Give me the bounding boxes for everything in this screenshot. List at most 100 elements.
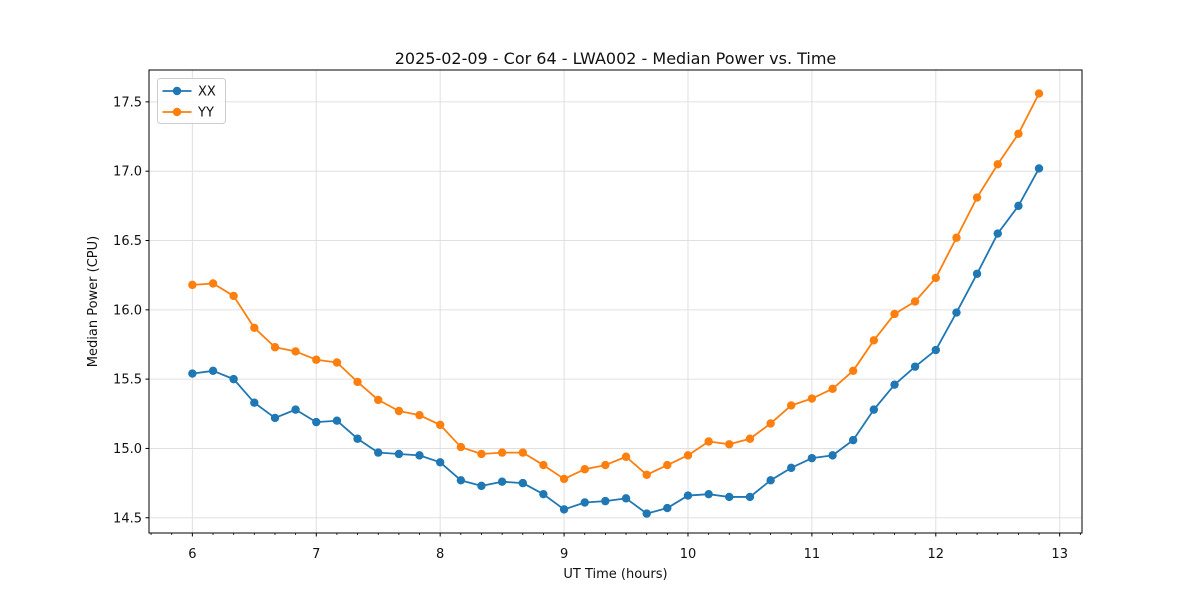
chart-title: 2025-02-09 - Cor 64 - LWA002 - Median Po… — [395, 49, 837, 68]
data-point-xx — [807, 453, 817, 463]
legend: XX YY — [157, 78, 226, 124]
data-point-xx — [435, 458, 445, 467]
x-tick-label: 8 — [436, 547, 444, 562]
y-tick-label: 14.5 — [113, 511, 142, 526]
data-point-yy — [601, 460, 610, 470]
data-point-yy — [456, 442, 466, 452]
legend-label-yy: YY — [197, 106, 214, 121]
x-axis-label: UT Time (hours) — [563, 567, 667, 582]
y-tick-label: 16.5 — [113, 234, 142, 249]
data-point-xx — [766, 476, 775, 485]
data-point-xx — [332, 416, 342, 425]
legend-marker-xx — [172, 86, 182, 96]
data-point-xx — [374, 448, 383, 457]
data-point-xx — [642, 509, 651, 518]
data-point-yy — [1034, 89, 1044, 98]
data-point-xx — [456, 476, 466, 485]
data-point-yy — [497, 448, 507, 457]
data-point-yy — [931, 273, 940, 283]
x-tick-label: 12 — [928, 547, 945, 562]
y-tick-label: 15.0 — [113, 442, 142, 457]
legend-marker-yy — [172, 107, 182, 117]
data-point-xx — [497, 477, 507, 486]
data-point-yy — [270, 343, 280, 352]
data-point-yy — [415, 410, 424, 420]
data-point-xx — [312, 417, 321, 427]
data-point-yy — [477, 449, 486, 459]
data-point-xx — [208, 366, 218, 376]
data-point-yy — [952, 233, 961, 242]
data-point-xx — [518, 478, 528, 488]
x-tick-label: 11 — [804, 547, 821, 562]
data-point-xx — [725, 492, 734, 502]
data-point-xx — [580, 498, 589, 507]
data-point-yy — [229, 291, 238, 301]
data-point-yy — [188, 280, 197, 290]
x-tick-label: 13 — [1051, 547, 1068, 562]
data-point-yy — [683, 451, 693, 460]
data-point-yy — [353, 377, 362, 387]
data-point-xx — [704, 489, 713, 499]
y-tick-label: 15.5 — [113, 373, 142, 388]
y-tick-label: 16.0 — [113, 303, 142, 318]
data-point-yy — [786, 401, 796, 410]
data-point-xx — [890, 380, 899, 389]
x-tick-label: 10 — [680, 547, 697, 562]
data-point-yy — [312, 355, 321, 364]
data-point-yy — [642, 470, 651, 479]
x-tick-label: 9 — [560, 547, 568, 562]
axis-ticks — [145, 101, 1081, 537]
legend-item-xx: XX — [162, 85, 216, 100]
data-point-xx — [663, 503, 672, 513]
data-point-yy — [725, 440, 734, 449]
data-point-xx — [415, 451, 424, 460]
data-point-xx — [1034, 164, 1044, 173]
data-point-xx — [477, 481, 486, 491]
data-point-xx — [828, 451, 837, 460]
data-point-yy — [621, 452, 631, 461]
plot-area — [149, 70, 1082, 533]
data-point-yy — [828, 384, 837, 394]
gridlines — [149, 70, 1082, 533]
data-point-yy — [869, 336, 879, 345]
data-point-xx — [745, 492, 755, 502]
data-point-xx — [353, 434, 362, 443]
data-point-xx — [559, 505, 569, 514]
data-point-xx — [270, 413, 280, 423]
data-point-yy — [332, 358, 342, 367]
data-point-xx — [229, 374, 238, 384]
data-point-yy — [291, 347, 300, 356]
data-point-xx — [683, 491, 693, 500]
data-point-yy — [972, 193, 982, 202]
data-point-yy — [890, 309, 899, 319]
data-point-xx — [291, 405, 300, 414]
data-point-yy — [250, 323, 259, 333]
y-axis-label: Median Power (CPU) — [86, 236, 101, 367]
data-point-xx — [910, 362, 920, 371]
data-point-xx — [188, 369, 197, 378]
data-point-yy — [208, 279, 218, 288]
plot-border — [148, 69, 1083, 534]
data-point-yy — [559, 474, 569, 484]
data-point-xx — [786, 463, 796, 473]
data-point-yy — [910, 297, 920, 306]
data-point-yy — [745, 434, 755, 443]
series-lines — [188, 89, 1044, 518]
y-tick-label: 17.5 — [113, 95, 142, 110]
data-point-yy — [580, 465, 589, 474]
data-point-yy — [704, 437, 713, 446]
data-point-yy — [518, 448, 528, 457]
data-point-yy — [394, 406, 404, 416]
y-tick-label: 17.0 — [113, 165, 142, 180]
data-point-yy — [848, 366, 858, 376]
data-point-xx — [539, 489, 548, 499]
data-point-yy — [374, 395, 383, 405]
data-point-xx — [972, 269, 982, 278]
data-point-yy — [766, 419, 775, 428]
data-point-yy — [807, 394, 817, 403]
data-point-xx — [621, 494, 631, 503]
data-point-yy — [1014, 129, 1023, 138]
x-tick-label: 7 — [312, 547, 320, 562]
